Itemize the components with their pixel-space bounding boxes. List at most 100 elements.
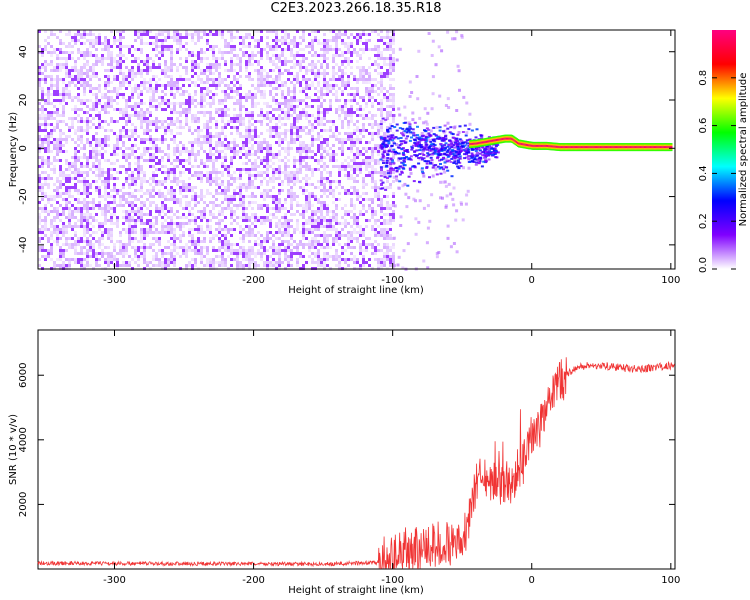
heatmap-cell bbox=[80, 213, 83, 216]
heatmap-cell bbox=[260, 171, 263, 174]
heatmap-cell bbox=[116, 144, 119, 147]
heatmap-cell bbox=[41, 210, 44, 213]
heatmap-cell bbox=[128, 216, 131, 219]
heatmap-cell bbox=[47, 186, 50, 189]
heatmap-cell bbox=[104, 159, 107, 162]
heatmap-cell bbox=[50, 252, 53, 255]
heatmap-cell bbox=[341, 249, 344, 252]
heatmap-cell bbox=[71, 156, 74, 159]
heatmap-cell bbox=[38, 216, 41, 219]
heatmap-cell bbox=[197, 201, 200, 204]
heatmap-cell bbox=[53, 231, 56, 234]
heatmap-cell bbox=[227, 96, 230, 99]
heatmap-cell bbox=[155, 90, 158, 93]
heatmap-cell bbox=[62, 252, 65, 255]
heatmap-cell bbox=[152, 243, 155, 246]
heatmap-cell bbox=[335, 231, 338, 234]
heatmap-cell bbox=[350, 141, 353, 144]
heatmap-cell bbox=[149, 147, 152, 150]
heatmap-cell bbox=[377, 87, 380, 90]
heatmap-cell bbox=[272, 87, 275, 90]
heatmap-cell bbox=[80, 147, 83, 150]
heatmap-cell bbox=[155, 45, 158, 48]
heatmap-cell bbox=[308, 222, 311, 225]
heatmap-cell bbox=[308, 120, 311, 123]
heatmap-cell bbox=[254, 201, 257, 204]
heatmap-cell bbox=[59, 195, 62, 198]
heatmap-cell bbox=[389, 69, 392, 72]
heatmap-cell bbox=[362, 192, 365, 195]
heatmap-cell bbox=[380, 204, 383, 207]
heatmap-cell bbox=[254, 60, 257, 63]
heatmap-cell bbox=[320, 48, 323, 51]
heatmap-cell bbox=[371, 207, 374, 210]
heatmap-cell bbox=[338, 180, 341, 183]
heatmap-cell bbox=[311, 30, 314, 33]
heatmap-cell bbox=[98, 123, 101, 126]
heatmap-cell bbox=[59, 228, 62, 231]
heatmap-cell bbox=[173, 177, 176, 180]
heatmap-cell bbox=[386, 33, 389, 36]
heatmap-cell bbox=[233, 48, 236, 51]
heatmap-cell bbox=[194, 252, 197, 255]
heatmap-cell bbox=[293, 174, 296, 177]
heatmap-cell bbox=[47, 87, 50, 90]
heatmap-cell bbox=[74, 105, 77, 108]
heatmap-cell bbox=[257, 156, 260, 159]
heatmap-cell bbox=[77, 210, 80, 213]
heatmap-cell bbox=[146, 57, 149, 60]
heatmap-cell bbox=[98, 141, 101, 144]
heatmap-cell bbox=[44, 207, 47, 210]
heatmap-cell bbox=[380, 75, 383, 78]
heatmap-cell bbox=[215, 135, 218, 138]
heatmap-cell bbox=[68, 192, 71, 195]
heatmap-cell bbox=[53, 78, 56, 81]
heatmap-cell bbox=[299, 231, 302, 234]
heatmap-cell bbox=[56, 69, 59, 72]
heatmap-cell bbox=[107, 75, 110, 78]
heatmap-cell bbox=[353, 189, 356, 192]
heatmap-cell bbox=[359, 48, 362, 51]
heatmap-cell bbox=[80, 201, 83, 204]
heatmap-cell bbox=[215, 198, 218, 201]
heatmap-cell bbox=[386, 57, 389, 60]
heatmap-cell bbox=[284, 198, 287, 201]
heatmap-cell bbox=[128, 243, 131, 246]
heatmap-cell bbox=[131, 135, 134, 138]
heatmap-cell bbox=[44, 171, 47, 174]
heatmap-cell bbox=[89, 126, 92, 129]
heatmap-cell bbox=[38, 213, 41, 216]
heatmap-cell bbox=[215, 78, 218, 81]
heatmap-cell bbox=[347, 234, 350, 237]
heatmap-cell bbox=[62, 63, 65, 66]
heatmap-cell bbox=[302, 90, 305, 93]
heatmap-cell bbox=[95, 153, 98, 156]
heatmap-cell bbox=[89, 249, 92, 252]
heatmap-cell bbox=[116, 78, 119, 81]
heatmap-cell bbox=[344, 174, 347, 177]
heatmap-cell bbox=[200, 225, 203, 228]
heatmap-cell bbox=[380, 210, 383, 213]
heatmap-cell bbox=[119, 60, 122, 63]
heatmap-cell bbox=[260, 111, 263, 114]
heatmap-cell bbox=[272, 195, 275, 198]
heatmap-cell bbox=[107, 129, 110, 132]
heatmap-cell bbox=[80, 78, 83, 81]
heatmap-cell bbox=[248, 219, 251, 222]
heatmap-cell bbox=[71, 216, 74, 219]
heatmap-cell bbox=[191, 243, 194, 246]
heatmap-cell bbox=[356, 225, 359, 228]
heatmap-cell bbox=[332, 30, 335, 33]
heatmap-cell bbox=[137, 213, 140, 216]
heatmap-cell bbox=[212, 147, 215, 150]
heatmap-cell bbox=[353, 153, 356, 156]
heatmap-cell bbox=[362, 108, 365, 111]
heatmap-cell bbox=[41, 138, 44, 141]
heatmap-cell bbox=[167, 210, 170, 213]
heatmap-cell bbox=[122, 84, 125, 87]
heatmap-cell bbox=[83, 207, 86, 210]
heatmap-cell bbox=[59, 129, 62, 132]
heatmap-cell bbox=[245, 138, 248, 141]
heatmap-cell bbox=[197, 54, 200, 57]
heatmap-cell bbox=[176, 117, 179, 120]
